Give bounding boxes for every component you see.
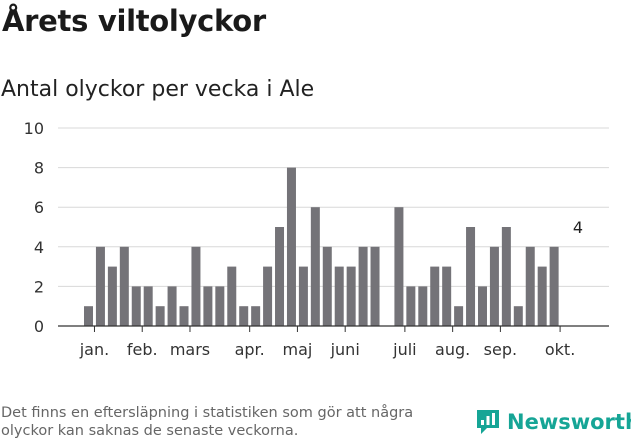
y-tick-label: 10 [24, 119, 44, 138]
bar [251, 306, 261, 326]
bar [430, 266, 440, 326]
x-tick-label: mars [170, 340, 210, 359]
bar [84, 306, 93, 326]
y-tick-label: 4 [34, 238, 44, 257]
bar [537, 266, 547, 326]
bar-chart: 0 2 4 6 8 10 jan. feb. mars apr. maj juni juli aug. se… [24, 119, 609, 359]
bar [298, 266, 308, 326]
bar [322, 246, 332, 326]
y-tick-label: 2 [34, 277, 44, 296]
bar [394, 207, 404, 326]
bar [155, 306, 165, 326]
x-tick-label: juli [392, 340, 416, 359]
y-tick-label: 0 [34, 317, 44, 336]
bar [203, 286, 213, 326]
bar [418, 286, 428, 326]
y-tick-label: 8 [34, 159, 44, 178]
chart-subtitle: Antal olyckor per vecka i Ale [1, 77, 315, 102]
bar [454, 306, 464, 326]
x-tick-label: feb. [127, 340, 158, 359]
chart-title: Årets viltolyckor [2, 4, 266, 38]
bar [513, 306, 523, 326]
bar [95, 246, 105, 326]
x-tick-label: maj [283, 340, 313, 359]
bar [549, 246, 559, 326]
newsworthy-brand: Newsworthy [475, 408, 631, 436]
bar [167, 286, 177, 326]
x-tick-label: apr. [235, 340, 265, 359]
bar [370, 246, 380, 326]
bar [227, 266, 237, 326]
data-label: 4 [573, 218, 583, 237]
bar [334, 266, 344, 326]
bar [346, 266, 356, 326]
bar [239, 306, 249, 326]
bar [191, 246, 201, 326]
bar [501, 227, 511, 326]
bar [525, 246, 535, 326]
brand-name: Newsworthy [507, 410, 631, 434]
x-tick-label: aug. [435, 340, 470, 359]
y-tick-label: 6 [34, 198, 44, 217]
bar [310, 207, 320, 326]
footnote: Det finns en eftersläpning i statistiken… [1, 405, 414, 439]
x-tick-label: jan. [79, 340, 109, 359]
bar [477, 286, 487, 326]
bar [179, 306, 189, 326]
x-tick-label: sep. [484, 340, 517, 359]
bar [275, 227, 285, 326]
x-tick-label: okt. [545, 340, 575, 359]
bar [466, 227, 476, 326]
newsworthy-logo-icon [477, 410, 499, 434]
bar [406, 286, 416, 326]
bar [286, 167, 296, 326]
bar [263, 266, 273, 326]
bar [143, 286, 153, 326]
bar [442, 266, 452, 326]
bar [107, 266, 117, 326]
bar [131, 286, 141, 326]
bar [215, 286, 225, 326]
x-tick-label: juni [330, 340, 360, 359]
bar [489, 246, 499, 326]
bar [119, 246, 129, 326]
bar [358, 246, 368, 326]
